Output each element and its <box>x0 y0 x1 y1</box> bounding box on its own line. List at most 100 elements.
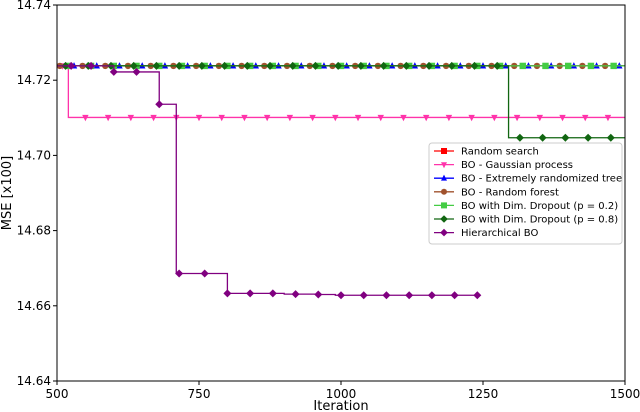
legend-item: Hierarchical BO <box>434 228 538 239</box>
data-point <box>220 61 229 70</box>
legend-marker <box>440 228 448 237</box>
x-axis-label: Iteration <box>313 399 368 412</box>
legend-item: BO with Dim. Dropout (p = 0.8) <box>434 215 618 226</box>
legend-marker <box>441 148 447 154</box>
data-point <box>241 114 248 122</box>
data-point <box>311 61 320 70</box>
data-point <box>425 61 434 70</box>
x-tick-label: 1000 <box>326 387 357 401</box>
data-point <box>354 114 362 122</box>
data-point <box>200 269 209 278</box>
series-layer <box>57 61 625 300</box>
data-point <box>536 114 543 122</box>
series-line <box>57 65 625 139</box>
y-axis: 14.64 14.66 14.68 14.70 14.72 14.74 <box>17 0 57 388</box>
data-point <box>175 61 184 70</box>
legend-item: BO - Extremely randomized tree <box>434 174 622 185</box>
data-point <box>127 114 135 122</box>
series-line <box>57 65 481 296</box>
data-point <box>334 61 343 70</box>
data-point <box>332 114 339 122</box>
legend: Random search BO - Gaussian process BO - E… <box>428 142 623 245</box>
data-point <box>447 61 456 70</box>
data-point <box>584 133 593 142</box>
data-point <box>266 61 274 70</box>
data-point <box>197 61 206 70</box>
series-5 <box>57 61 625 142</box>
series-6 <box>57 61 482 300</box>
data-point <box>152 61 161 70</box>
data-point <box>359 291 368 300</box>
legend-item: Random search <box>434 147 539 158</box>
y-tick-label: 14.72 <box>17 73 51 87</box>
y-tick-label: 14.64 <box>17 374 51 388</box>
data-point <box>423 114 430 122</box>
legend-label: BO - Extremely randomized tree <box>461 174 622 185</box>
x-tick-label: 1250 <box>468 387 499 401</box>
legend-marker <box>441 174 447 181</box>
legend-label: BO - Gaussian process <box>461 160 573 171</box>
data-point <box>195 114 203 122</box>
legend-marker <box>441 162 447 169</box>
data-point <box>515 133 524 142</box>
data-point <box>223 289 232 298</box>
data-point <box>288 61 297 70</box>
x-tick-label: 1500 <box>610 387 640 401</box>
data-point <box>337 291 345 300</box>
data-point <box>538 133 547 142</box>
data-point <box>542 62 549 70</box>
data-point <box>493 61 502 70</box>
data-point <box>218 114 225 122</box>
data-point <box>246 289 255 298</box>
data-point <box>382 291 391 300</box>
data-point <box>519 62 526 70</box>
data-point <box>356 61 365 70</box>
data-point <box>450 291 459 300</box>
data-point <box>175 269 184 278</box>
legend-label: Hierarchical BO <box>461 228 538 239</box>
y-tick-label: 14.66 <box>17 299 51 313</box>
y-tick-label: 14.68 <box>17 224 51 238</box>
data-point <box>468 114 475 122</box>
legend-marker <box>440 215 448 223</box>
data-point <box>104 114 112 122</box>
data-point <box>491 114 498 122</box>
legend-marker <box>441 202 447 209</box>
data-point <box>561 133 570 142</box>
data-point <box>291 290 300 299</box>
x-tick-label: 750 <box>188 387 211 401</box>
data-point <box>286 114 294 122</box>
data-point <box>587 62 595 70</box>
legend-item: BO with Dim. Dropout (p = 0.2) <box>434 201 618 212</box>
data-point <box>379 61 388 70</box>
data-point <box>150 114 157 122</box>
y-tick-label: 14.70 <box>17 148 51 162</box>
x-axis: 500 750 1000 1250 1500 <box>46 381 640 401</box>
data-point <box>109 67 118 76</box>
data-point <box>87 61 96 70</box>
data-point <box>129 61 138 70</box>
legend-label: BO with Dim. Dropout (p = 0.8) <box>461 215 618 226</box>
legend-label: Random search <box>461 147 539 158</box>
data-point <box>309 114 316 122</box>
data-point <box>314 290 323 299</box>
data-point <box>155 100 164 109</box>
legend-item: BO - Gaussian process <box>434 160 573 171</box>
data-point <box>610 62 617 70</box>
legend-box <box>428 142 623 245</box>
legend-label: BO with Dim. Dropout (p = 0.2) <box>461 201 618 212</box>
legend-item: BO - Random forest <box>434 187 559 198</box>
data-point <box>263 114 271 122</box>
series-line <box>57 65 625 119</box>
data-point <box>243 61 252 70</box>
data-point <box>132 67 141 76</box>
data-point <box>565 62 572 70</box>
data-point <box>470 61 479 70</box>
data-point <box>582 114 589 122</box>
data-point <box>268 289 277 298</box>
data-point <box>473 291 482 300</box>
x-tick-label: 500 <box>46 387 69 401</box>
data-point <box>513 114 521 122</box>
y-tick-label: 14.74 <box>17 0 51 12</box>
